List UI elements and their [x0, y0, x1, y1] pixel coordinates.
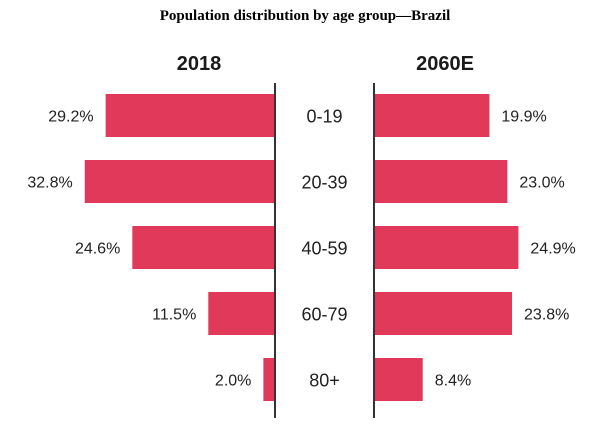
bar-2060e-80plus	[374, 358, 423, 401]
bar-2060e-60-79	[374, 292, 513, 335]
value-label-2018-80plus: 2.0%	[215, 373, 251, 390]
bar-2018-80plus	[263, 358, 275, 401]
bar-2060e-40-59	[374, 226, 519, 269]
category-label-80plus: 80+	[309, 371, 340, 391]
bar-2018-0-19	[105, 94, 275, 137]
value-label-2060e-20-39: 23.0%	[519, 175, 564, 192]
value-label-2018-60-79: 11.5%	[152, 307, 196, 324]
bar-2018-20-39	[84, 160, 275, 203]
series-header-2018: 2018	[177, 53, 222, 75]
bar-2060e-20-39	[374, 160, 508, 203]
category-label-60-79: 60-79	[301, 305, 347, 325]
category-label-40-59: 40-59	[301, 239, 347, 259]
value-label-2018-20-39: 32.8%	[27, 175, 72, 192]
series-header-2060e: 2060E	[416, 53, 474, 75]
value-label-2018-0-19: 29.2%	[48, 109, 93, 126]
category-label-0-19: 0-19	[306, 107, 342, 127]
value-label-2060e-0-19: 19.9%	[501, 109, 546, 126]
value-label-2060e-40-59: 24.9%	[530, 241, 575, 258]
value-label-2060e-80plus: 8.4%	[435, 373, 471, 390]
bar-2060e-0-19	[374, 94, 490, 137]
bar-2018-60-79	[208, 292, 275, 335]
value-label-2060e-60-79: 23.8%	[524, 307, 569, 324]
category-label-20-39: 20-39	[301, 173, 347, 193]
value-label-2018-40-59: 24.6%	[75, 241, 120, 258]
chart-title: Population distribution by age group—Bra…	[159, 8, 451, 24]
bar-2018-40-59	[132, 226, 275, 269]
